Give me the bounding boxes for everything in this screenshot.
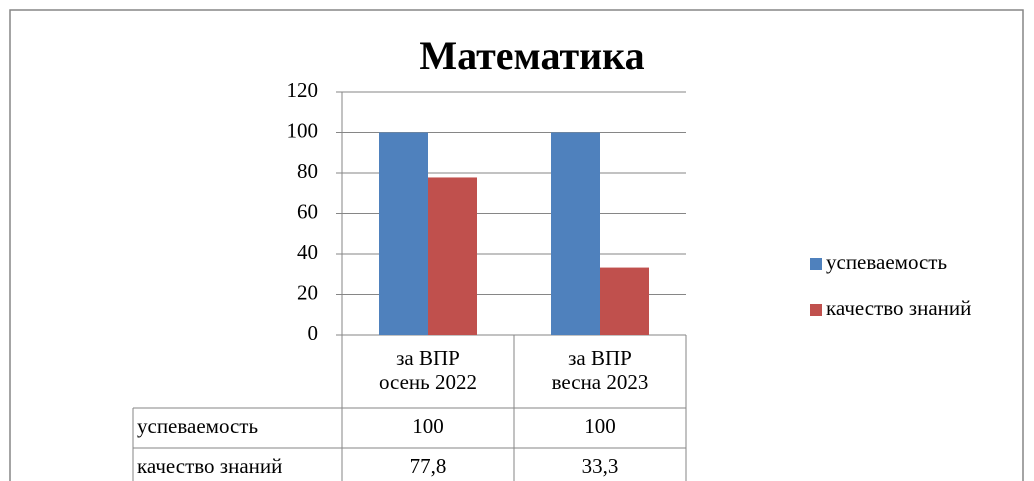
table-row-label: качество знаний bbox=[137, 454, 282, 478]
table-row-label: успеваемость bbox=[137, 414, 258, 438]
y-tick-label: 60 bbox=[297, 199, 318, 223]
bar bbox=[551, 132, 600, 335]
y-tick-label: 100 bbox=[287, 118, 319, 142]
legend-label: успеваемость bbox=[826, 250, 947, 274]
y-tick-label: 20 bbox=[297, 280, 318, 304]
bar bbox=[600, 267, 649, 335]
bar bbox=[379, 132, 428, 335]
y-tick-label: 40 bbox=[297, 240, 318, 264]
chart-border bbox=[9, 9, 1024, 481]
legend-label: качество знаний bbox=[826, 296, 971, 320]
y-tick-label: 0 bbox=[308, 321, 319, 345]
bar bbox=[428, 177, 477, 335]
table-value: 100 bbox=[584, 414, 616, 438]
table-value: 100 bbox=[412, 414, 444, 438]
x-tick-label: за ВПР весна 2023 bbox=[551, 346, 649, 394]
y-tick-label: 80 bbox=[297, 159, 318, 183]
chart-title: Математика bbox=[419, 33, 644, 78]
legend-swatch bbox=[810, 304, 822, 316]
table-value: 77,8 bbox=[410, 454, 447, 478]
x-tick-label: за ВПР осень 2022 bbox=[379, 346, 477, 394]
y-tick-label: 120 bbox=[287, 78, 319, 102]
legend-swatch bbox=[810, 258, 822, 270]
table-value: 33,3 bbox=[582, 454, 619, 478]
